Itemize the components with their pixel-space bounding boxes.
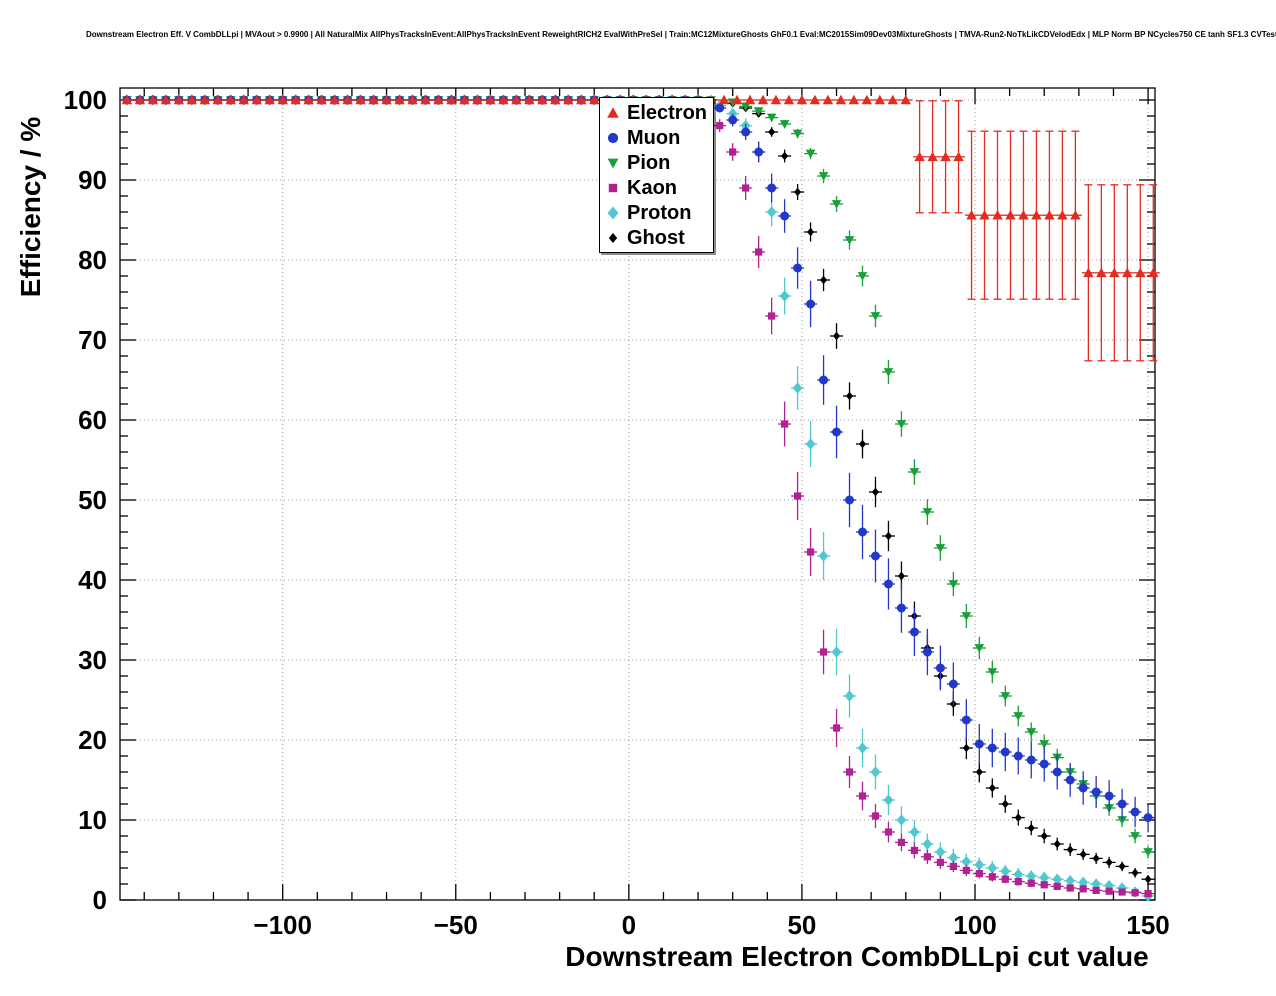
legend-label: Ghost bbox=[627, 226, 685, 249]
svg-text:0: 0 bbox=[93, 885, 107, 915]
svg-text:30: 30 bbox=[78, 645, 107, 675]
svg-text:50: 50 bbox=[787, 910, 816, 940]
legend-label: Muon bbox=[627, 126, 681, 149]
legend-label: Kaon bbox=[627, 176, 677, 199]
legend-item-electron: Electron bbox=[604, 100, 707, 125]
svg-text:70: 70 bbox=[78, 325, 107, 355]
svg-text:60: 60 bbox=[78, 405, 107, 435]
legend-item-muon: Muon bbox=[604, 125, 707, 150]
svg-text:0: 0 bbox=[622, 910, 636, 940]
svg-text:−100: −100 bbox=[253, 910, 312, 940]
svg-text:50: 50 bbox=[78, 485, 107, 515]
legend-item-kaon: Kaon bbox=[604, 175, 707, 200]
triangle-down-icon bbox=[607, 158, 619, 168]
plot-frame bbox=[119, 87, 1156, 901]
svg-text:−50: −50 bbox=[434, 910, 478, 940]
triangle-up-icon bbox=[607, 106, 619, 118]
diamond-icon bbox=[607, 206, 619, 219]
legend-item-proton: Proton bbox=[604, 200, 707, 225]
svg-text:100: 100 bbox=[64, 85, 107, 115]
diamond-small-icon bbox=[608, 232, 618, 243]
legend-label: Pion bbox=[627, 151, 671, 174]
chart-legend: Electron Muon Pion Kaon Proton Ghost bbox=[599, 97, 715, 253]
legend-label: Electron bbox=[627, 101, 708, 124]
square-icon bbox=[608, 183, 618, 192]
svg-text:20: 20 bbox=[78, 725, 107, 755]
svg-text:150: 150 bbox=[1126, 910, 1169, 940]
x-axis-title: Downstream Electron CombDLLpi cut value bbox=[565, 941, 1148, 972]
legend-label: Proton bbox=[627, 201, 692, 224]
series-electron bbox=[120, 94, 1160, 362]
svg-text:40: 40 bbox=[78, 565, 107, 595]
legend-item-pion: Pion bbox=[604, 150, 707, 175]
svg-text:100: 100 bbox=[953, 910, 996, 940]
y-axis-title: Efficiency / % bbox=[15, 117, 46, 298]
circle-icon bbox=[607, 132, 619, 143]
legend-item-ghost: Ghost bbox=[604, 225, 707, 250]
plot-info-header: Downstream Electron Eff. V CombDLLpi | M… bbox=[86, 30, 1276, 39]
tick-labels: −100 −50 0 50 100 150 0 10 20 30 40 50 60 70 80 90 100 bbox=[64, 85, 1170, 940]
svg-text:90: 90 bbox=[78, 165, 107, 195]
svg-text:80: 80 bbox=[78, 245, 107, 275]
svg-text:10: 10 bbox=[78, 805, 107, 835]
